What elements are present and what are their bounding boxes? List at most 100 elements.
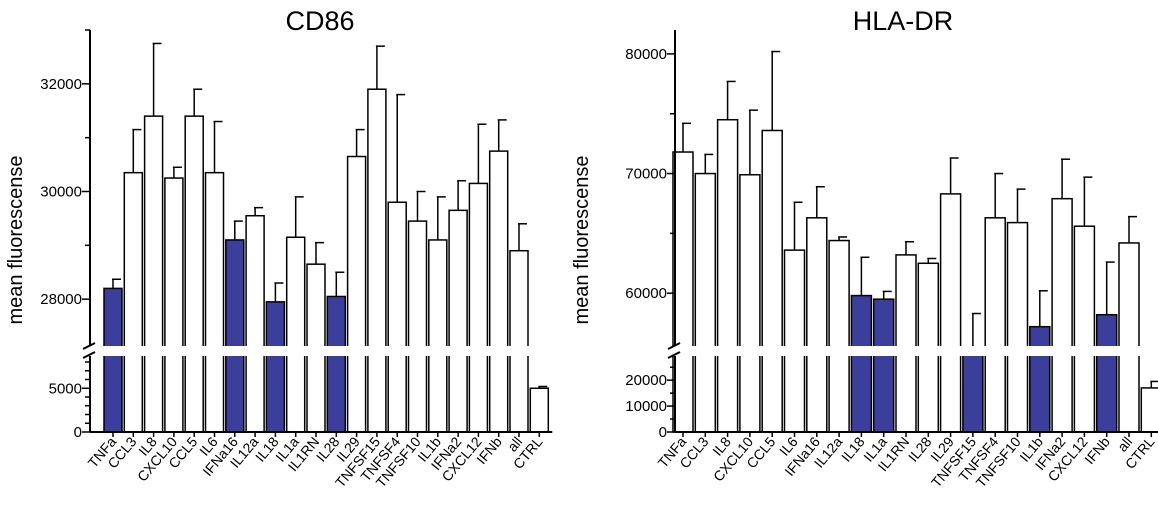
bar-cxcl10: [164, 177, 184, 433]
bar-tnfsf15: [962, 348, 984, 433]
bar-group-cxcl10: [739, 109, 761, 433]
bar-group-ccl5: [184, 88, 204, 433]
bar-tnfsf10: [1006, 221, 1029, 433]
bar-ccl5: [184, 115, 204, 433]
bar-group-tnfsf15: [367, 45, 387, 433]
y-tick-label: 10000: [625, 398, 667, 415]
bar-group-all: [1118, 215, 1140, 433]
bar-group-il28: [917, 257, 940, 433]
bar-il18: [265, 301, 286, 433]
axis-break-band: [80, 346, 553, 356]
bar-ccl3: [694, 172, 717, 433]
bar-ifnb: [488, 150, 509, 433]
bar-group-ifna2: [448, 179, 468, 433]
bar-tnfsf10: [407, 220, 428, 433]
axis-break-mark: [667, 342, 681, 350]
bar-group-il1b: [428, 196, 448, 433]
bar-group-tnfsf10: [407, 190, 428, 433]
bar-group-il18: [850, 256, 873, 433]
y-tick-label: 0: [74, 424, 82, 441]
bar-group-tnfsf15: [962, 312, 984, 433]
bar-group-il12a: [245, 206, 265, 433]
axis-break-mark: [82, 342, 96, 350]
bar-group-cxcl12: [1073, 176, 1096, 433]
bar-group-ifna16: [225, 220, 245, 433]
bar-il12a: [828, 239, 850, 433]
bar-group-ccl3: [123, 128, 144, 433]
bar-ifna16: [225, 239, 245, 433]
category-label-ifnb: IFNb: [1081, 433, 1113, 467]
axis-break-mark: [667, 351, 681, 359]
bar-group-ctrl: [529, 385, 550, 433]
bar-group-ifnb: [1095, 261, 1118, 433]
bar-il6: [204, 171, 225, 433]
bar-group-il6: [204, 120, 225, 433]
bar-group-ifna16: [806, 185, 828, 433]
bar-group-il1a: [285, 196, 306, 433]
bar-group-il8: [143, 42, 164, 433]
chart-title: CD86: [285, 6, 354, 36]
bar-il29: [346, 155, 367, 433]
bar-il1a: [285, 236, 306, 433]
bar-group-il1a: [872, 290, 895, 433]
y-tick-label: 20000: [625, 372, 667, 389]
bar-il8: [716, 118, 739, 433]
bar-ctrl: [529, 387, 550, 433]
bar-group-tnfsf4: [387, 93, 407, 433]
bar-il8: [143, 115, 164, 433]
bar-cxcl12: [468, 182, 489, 433]
bar-group-il1rn: [895, 240, 917, 433]
bar-ifna2: [1051, 197, 1073, 433]
bar-group-tnfa: [103, 278, 123, 433]
bar-il1rn: [895, 254, 917, 433]
bar-group-il29: [346, 128, 367, 433]
bar-group-tnfsf4: [984, 172, 1006, 433]
bar-group-il12a: [828, 236, 850, 433]
bar-il12a: [245, 214, 265, 433]
chart-title: HLA-DR: [853, 6, 954, 36]
bar-group-ccl5: [761, 50, 783, 433]
bar-tnfsf15: [367, 88, 387, 433]
y-axis-label: mean fluorescense: [5, 156, 27, 325]
y-tick-label: 28000: [40, 291, 82, 308]
bar-il18: [850, 294, 873, 433]
bar-ifnb: [1095, 313, 1118, 433]
bar-group-tnfsf10: [1006, 188, 1029, 433]
axis-break-mark: [82, 351, 96, 359]
bar-group-cxcl10: [164, 166, 184, 433]
y-tick-label: 32000: [40, 76, 82, 93]
category-label-il28: IL28: [905, 433, 935, 464]
bar-cxcl10: [739, 174, 761, 433]
y-tick-label: 80000: [625, 46, 667, 63]
bar-group-ctrl: [1140, 380, 1158, 433]
bar-ifna16: [806, 217, 828, 433]
bar-tnfa: [103, 287, 123, 433]
y-tick-label: 0: [659, 424, 667, 441]
bar-il28: [326, 295, 347, 433]
bar-il1b: [1029, 325, 1051, 433]
axis-break-band: [665, 346, 1158, 356]
y-axis-label: mean fluorescense: [571, 156, 593, 325]
bar-il1b: [428, 239, 448, 433]
bar-ifna2: [448, 209, 468, 433]
bar-group-il6: [783, 201, 806, 433]
y-tick-label: 5000: [49, 380, 82, 397]
bar-ccl3: [123, 171, 144, 433]
y-tick-label: 70000: [625, 166, 667, 183]
bar-il6: [783, 249, 806, 433]
bar-group-il18: [265, 282, 286, 433]
bar-all: [1118, 242, 1140, 433]
category-label-il18: IL18: [838, 433, 868, 464]
bar-all: [509, 249, 529, 433]
bar-il1a: [872, 298, 895, 433]
y-tick-label: 30000: [40, 184, 82, 201]
bar-group-ccl3: [694, 153, 717, 433]
y-tick-label: 60000: [625, 285, 667, 302]
bar-group-il1b: [1029, 290, 1051, 433]
bar-group-cxcl12: [468, 123, 489, 433]
bar-group-all: [509, 223, 529, 433]
bar-ctrl: [1140, 387, 1158, 433]
